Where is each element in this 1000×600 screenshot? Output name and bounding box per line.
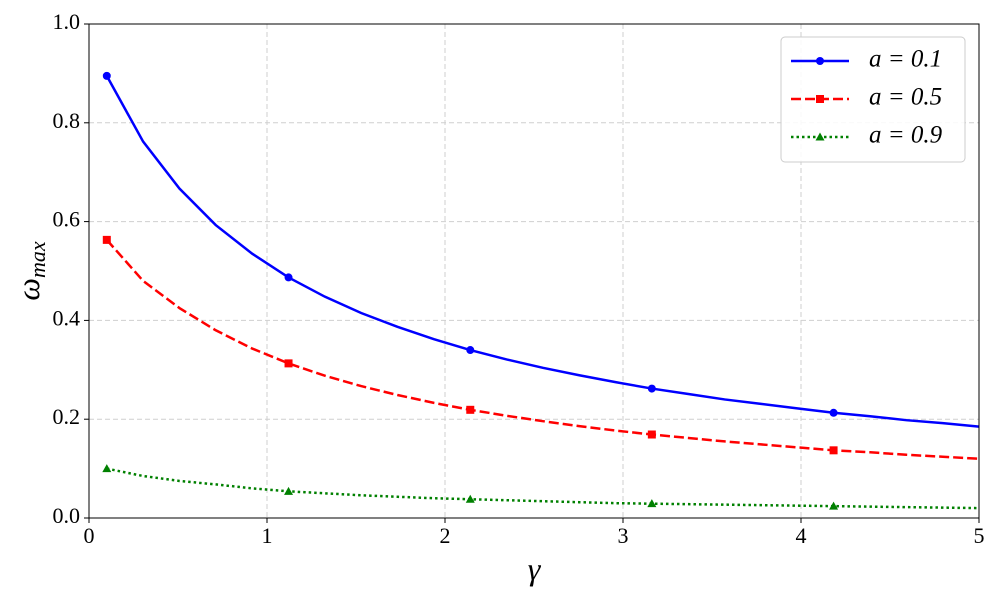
x-tick-label: 3	[618, 523, 629, 548]
legend-label: a = 0.5	[869, 84, 942, 111]
legend-box	[780, 36, 966, 163]
marker	[647, 499, 657, 508]
x-tick-label: 5	[974, 523, 985, 548]
y-axis-label: ωmax	[10, 241, 50, 300]
legend-marker	[816, 95, 824, 103]
marker	[284, 486, 294, 495]
x-tick-label: 0	[84, 523, 95, 548]
marker	[284, 273, 293, 282]
y-tick-label: 0.2	[53, 404, 81, 429]
y-tick-label: 0.0	[53, 503, 81, 528]
y-tick-label: 0.6	[53, 207, 81, 232]
y-axis-label-main: ω	[10, 278, 46, 301]
series-line	[106, 467, 980, 510]
marker	[829, 446, 838, 455]
legend-label: a = 0.1	[869, 46, 942, 73]
plot-frame	[88, 23, 980, 519]
marker	[829, 501, 839, 510]
y-tick-label: 0.4	[53, 305, 81, 330]
marker	[102, 464, 112, 473]
marker	[647, 430, 656, 439]
x-tick-label: 1	[262, 523, 273, 548]
y-tick-label: 1.0	[53, 9, 81, 34]
marker	[102, 235, 111, 244]
series-line	[105, 239, 980, 460]
x-axis-label: γ	[528, 550, 542, 586]
legend-marker	[815, 132, 825, 141]
y-axis-label-group: ωmax	[10, 241, 50, 300]
marker	[647, 384, 656, 393]
marker	[829, 408, 838, 417]
marker	[284, 359, 293, 368]
legend-marker	[816, 57, 824, 65]
marker	[465, 494, 475, 503]
y-tick-label: 0.8	[53, 108, 81, 133]
marker	[102, 71, 111, 80]
legend-label: a = 0.9	[869, 122, 943, 149]
x-tick-label: 2	[440, 523, 451, 548]
x-tick-label: 4	[796, 523, 807, 548]
y-axis-label-sub: max	[25, 241, 50, 278]
marker	[466, 346, 475, 355]
marker	[466, 405, 475, 414]
